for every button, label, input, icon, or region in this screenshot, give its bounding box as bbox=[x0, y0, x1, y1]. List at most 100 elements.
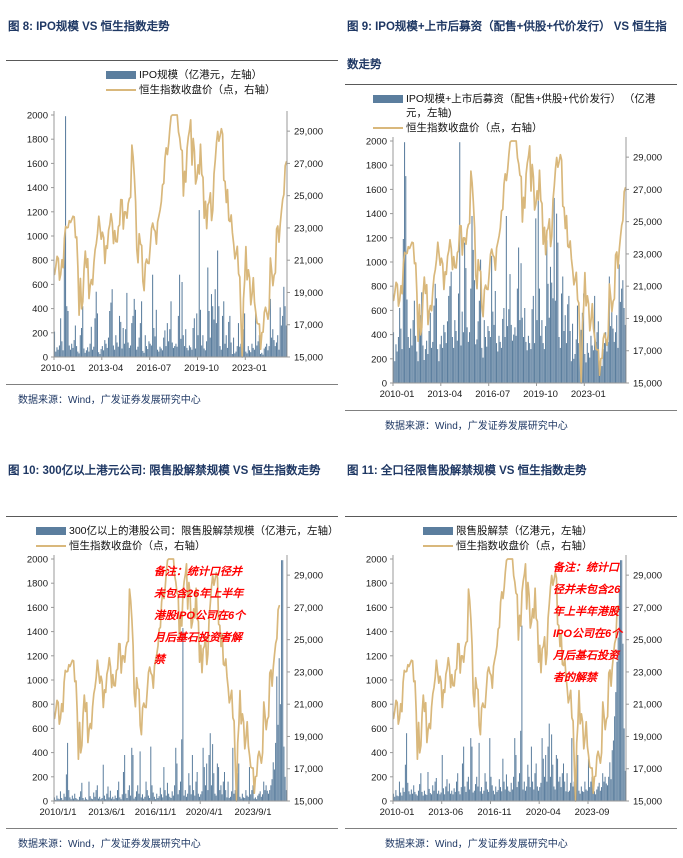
svg-text:200: 200 bbox=[371, 354, 387, 365]
svg-text:2010-01: 2010-01 bbox=[380, 807, 415, 818]
svg-text:1200: 1200 bbox=[27, 207, 48, 218]
svg-text:25,000: 25,000 bbox=[633, 217, 662, 228]
svg-text:2010-01: 2010-01 bbox=[380, 389, 415, 400]
figure-10-bar-line-chart: 0 200 400 600 800 1000 1200 1400 1600 1800 2000 15,… bbox=[27, 555, 323, 819]
svg-text:400: 400 bbox=[32, 304, 48, 315]
svg-text:2023/9/1: 2023/9/1 bbox=[235, 807, 272, 818]
svg-text:15,000: 15,000 bbox=[633, 797, 662, 808]
svg-text:2023-01: 2023-01 bbox=[571, 389, 606, 400]
svg-text:1000: 1000 bbox=[27, 676, 48, 687]
figure-9-box: IPO规模+上市后募资（配售+供股+代价发行） （亿港元，左轴) 恒生指数收盘价（… bbox=[345, 84, 677, 436]
svg-text:800: 800 bbox=[371, 700, 387, 711]
figure-11-title: 图 11: 全口径限售股解禁规模 VS 恒生指数走势 bbox=[347, 465, 587, 477]
svg-text:2020-04: 2020-04 bbox=[526, 807, 561, 818]
svg-text:1400: 1400 bbox=[27, 183, 48, 194]
legend-entry: 限售股解禁（亿港元，左轴） bbox=[423, 524, 677, 538]
bar-series-swatch bbox=[423, 527, 453, 535]
svg-text:19,000: 19,000 bbox=[294, 288, 323, 299]
svg-text:2013-04: 2013-04 bbox=[88, 363, 123, 374]
figure-11-statistics-note: 备注：统计口 径并未包含26 年上半年港股 IPO公司在6个 月后基石投资 者的解禁 bbox=[553, 562, 623, 684]
svg-text:23,000: 23,000 bbox=[294, 223, 323, 234]
svg-text:1000: 1000 bbox=[366, 676, 387, 687]
svg-text:200: 200 bbox=[32, 328, 48, 339]
svg-text:1800: 1800 bbox=[366, 579, 387, 590]
figure-10-source-row: 数据来源：Wind，广发证券发展研究中心 bbox=[6, 828, 338, 854]
svg-text:23,000: 23,000 bbox=[294, 667, 323, 678]
svg-text:2016/11/1: 2016/11/1 bbox=[135, 807, 177, 818]
svg-text:1000: 1000 bbox=[27, 232, 48, 243]
legend-entry: 恒生指数收盘价（点，右轴） bbox=[423, 539, 677, 553]
legend-label: 恒生指数收盘价（点，右轴） bbox=[456, 540, 593, 552]
data-source-label: 数据来源：Wind，广发证券发展研究中心 bbox=[385, 839, 568, 850]
legend-label: 300亿以上的港股公司：限售股解禁规模（亿港元，左轴） bbox=[69, 525, 339, 537]
svg-text:29,000: 29,000 bbox=[633, 571, 662, 582]
bar-series-swatch bbox=[373, 95, 403, 103]
figure-10-chart-area: 0 200 400 600 800 1000 1200 1400 1600 1800 2000 15,… bbox=[6, 553, 338, 825]
svg-text:1800: 1800 bbox=[366, 161, 387, 172]
figure-8-chart-area: 0 200 400 600 800 1000 1200 1400 1600 1800 2000 15,… bbox=[6, 109, 338, 381]
svg-text:600: 600 bbox=[32, 724, 48, 735]
svg-text:25,000: 25,000 bbox=[294, 191, 323, 202]
figure-9-ipo-plus-raise-vs-hsi: 图 9: IPO规模+上市后募资（配售+供股+代价发行） VS 恒生指数走势 I… bbox=[345, 4, 677, 436]
line-series-swatch bbox=[36, 545, 66, 547]
svg-text:600: 600 bbox=[371, 724, 387, 735]
figure-11-source-row: 数据来源：Wind，广发证券发展研究中心 bbox=[345, 828, 677, 854]
svg-text:15,000: 15,000 bbox=[294, 797, 323, 808]
svg-text:2016-07: 2016-07 bbox=[136, 363, 171, 374]
data-source-label: 数据来源：Wind，广发证券发展研究中心 bbox=[18, 395, 201, 406]
svg-text:27,000: 27,000 bbox=[633, 185, 662, 196]
svg-text:23,000: 23,000 bbox=[633, 667, 662, 678]
data-source-label: 数据来源：Wind，广发证券发展研究中心 bbox=[385, 421, 568, 432]
svg-text:1400: 1400 bbox=[27, 627, 48, 638]
svg-text:27,000: 27,000 bbox=[294, 159, 323, 170]
figure-11-unlock-all-vs-hsi: 图 11: 全口径限售股解禁规模 VS 恒生指数走势 限售股解禁（亿港元，左轴）… bbox=[345, 448, 677, 854]
svg-text:800: 800 bbox=[32, 256, 48, 267]
svg-text:17,000: 17,000 bbox=[294, 320, 323, 331]
svg-text:1600: 1600 bbox=[27, 603, 48, 614]
svg-text:1800: 1800 bbox=[27, 579, 48, 590]
svg-text:21,000: 21,000 bbox=[633, 700, 662, 711]
svg-text:1000: 1000 bbox=[366, 258, 387, 269]
legend-entry: 300亿以上的港股公司：限售股解禁规模（亿港元，左轴） bbox=[36, 524, 339, 538]
svg-text:2013-06: 2013-06 bbox=[428, 807, 463, 818]
figure-11-bar-line-chart: 0 200 400 600 800 1000 1200 1400 1600 1800 2000 15,… bbox=[366, 555, 662, 819]
figure-11-box: 限售股解禁（亿港元，左轴） 恒生指数收盘价（点，右轴） 0 200 400 600 800… bbox=[345, 516, 677, 854]
figure-10-legend: 300亿以上的港股公司：限售股解禁规模（亿港元，左轴） 恒生指数收盘价（点，右轴） bbox=[6, 517, 339, 553]
svg-text:1800: 1800 bbox=[27, 135, 48, 146]
legend-label: 恒生指数收盘价（点，右轴） bbox=[406, 122, 543, 134]
svg-text:19,000: 19,000 bbox=[633, 314, 662, 325]
svg-text:19,000: 19,000 bbox=[294, 732, 323, 743]
figure-8-title: 图 8: IPO规模 VS 恒生指数走势 bbox=[8, 21, 170, 33]
svg-text:2000: 2000 bbox=[366, 555, 387, 566]
svg-text:400: 400 bbox=[371, 330, 387, 341]
svg-text:27,000: 27,000 bbox=[633, 603, 662, 614]
svg-text:29,000: 29,000 bbox=[294, 127, 323, 138]
legend-entry: 恒生指数收盘价（点，右轴） bbox=[106, 83, 338, 97]
svg-text:1200: 1200 bbox=[366, 233, 387, 244]
svg-text:2010/1/1: 2010/1/1 bbox=[40, 807, 77, 818]
line-series-swatch bbox=[423, 545, 453, 547]
bar-series-swatch bbox=[36, 527, 66, 535]
figure-8-bar-line-chart: 0 200 400 600 800 1000 1200 1400 1600 1800 2000 15,… bbox=[27, 111, 323, 375]
svg-text:29,000: 29,000 bbox=[633, 153, 662, 164]
svg-text:21,000: 21,000 bbox=[294, 700, 323, 711]
figure-8-source-row: 数据来源：Wind，广发证券发展研究中心 bbox=[6, 384, 338, 410]
svg-text:1200: 1200 bbox=[366, 651, 387, 662]
svg-text:1600: 1600 bbox=[366, 185, 387, 196]
figure-8-legend: IPO规模（亿港元，左轴） 恒生指数收盘价（点，右轴） bbox=[6, 61, 338, 109]
svg-text:17,000: 17,000 bbox=[294, 764, 323, 775]
svg-text:400: 400 bbox=[371, 748, 387, 759]
svg-text:2000: 2000 bbox=[366, 137, 387, 148]
svg-text:600: 600 bbox=[32, 280, 48, 291]
svg-text:15,000: 15,000 bbox=[633, 379, 662, 390]
svg-text:200: 200 bbox=[32, 772, 48, 783]
figure-9-legend: IPO规模+上市后募资（配售+供股+代价发行） （亿港元，左轴) 恒生指数收盘价（… bbox=[345, 85, 677, 135]
figure-10-unlock-300bn-vs-hsi: 图 10: 300亿以上港元公司: 限售股解禁规模 VS 恒生指数走势 300亿… bbox=[6, 448, 339, 854]
svg-text:0: 0 bbox=[43, 353, 48, 364]
figure-8-ipo-vs-hsi: 图 8: IPO规模 VS 恒生指数走势 IPO规模（亿港元，左轴） 恒生指数收盘… bbox=[6, 4, 338, 436]
svg-text:1400: 1400 bbox=[366, 209, 387, 220]
figure-10-title: 图 10: 300亿以上港元公司: 限售股解禁规模 VS 恒生指数走势 bbox=[8, 465, 321, 477]
svg-text:1600: 1600 bbox=[366, 603, 387, 614]
legend-entry: 恒生指数收盘价（点，右轴） bbox=[36, 539, 338, 553]
svg-text:0: 0 bbox=[43, 797, 48, 808]
